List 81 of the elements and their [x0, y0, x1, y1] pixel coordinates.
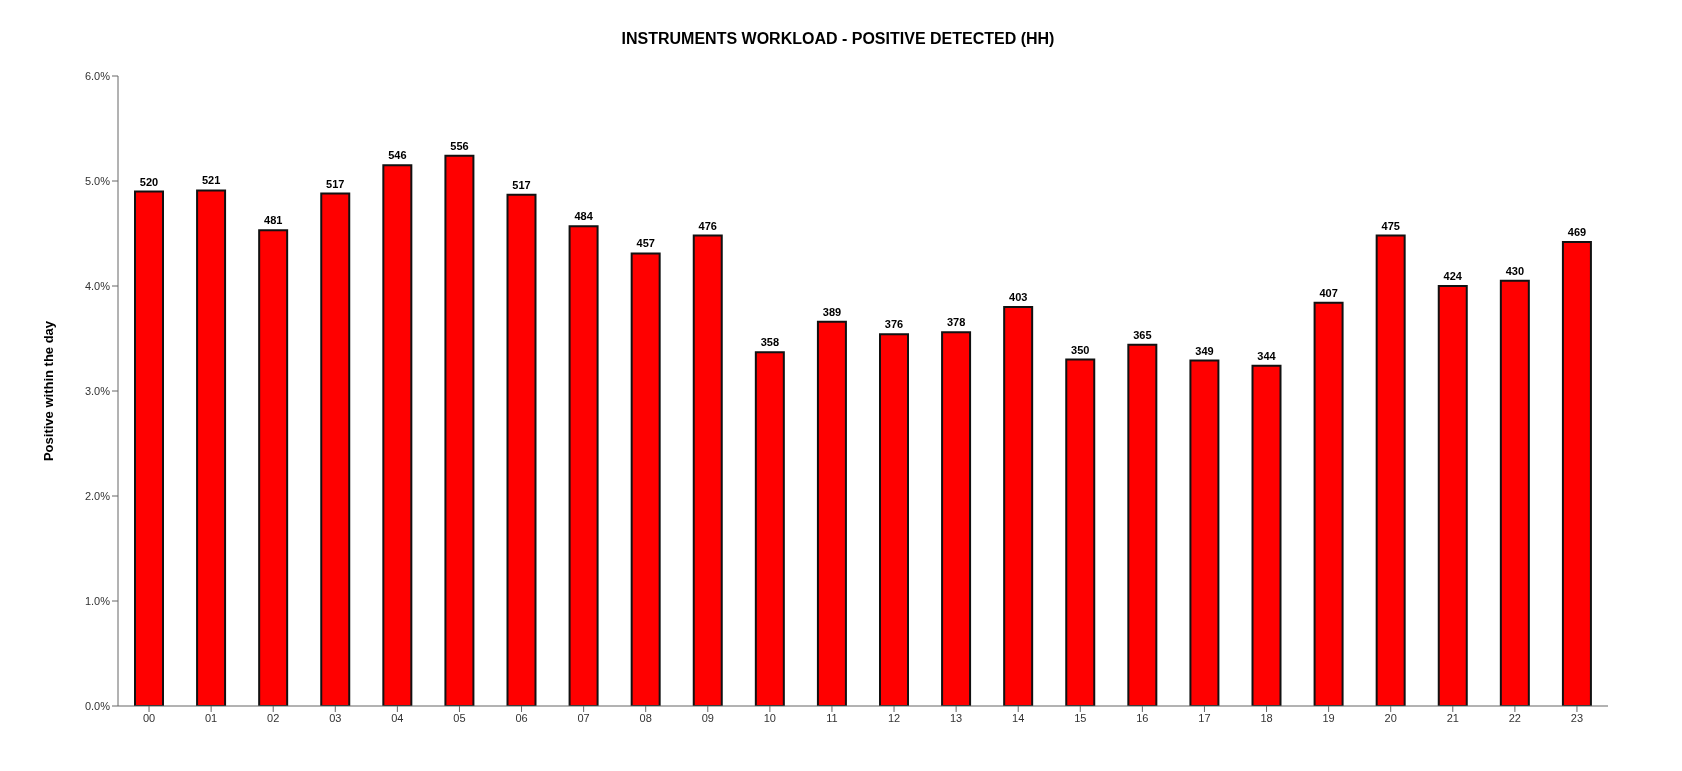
bar [196, 189, 227, 706]
bar [1437, 285, 1468, 706]
annotation: 424 [1443, 270, 1463, 282]
bar [134, 190, 164, 706]
annotation: 517 [512, 178, 531, 191]
annotation: 349 [1195, 344, 1214, 357]
annotation: 344 [1257, 349, 1277, 362]
x-tick-label: 22 [1508, 711, 1521, 724]
annotation: 476 [698, 219, 717, 232]
y-tick-label: 6.0% [84, 69, 111, 82]
bar [941, 331, 972, 706]
y-tick-label: 0.0% [84, 699, 111, 712]
x-tick-label: 18 [1260, 711, 1273, 724]
x-tick-label: 17 [1198, 711, 1211, 724]
x-tick-label: 01 [205, 711, 218, 724]
bar [320, 192, 351, 706]
x-tick-label: 06 [515, 711, 528, 724]
bar [816, 320, 847, 706]
bar [568, 225, 599, 706]
y-tick-label: 5.0% [84, 174, 111, 187]
y-tick-label: 2.0% [84, 489, 111, 502]
bar [754, 351, 785, 706]
bar [1313, 301, 1344, 706]
annotation: 350 [1071, 343, 1090, 356]
bar [1561, 240, 1592, 706]
annotation: 407 [1319, 286, 1338, 299]
annotation: 389 [822, 305, 842, 318]
annotation: 475 [1381, 219, 1400, 232]
chart-title: INSTRUMENTS WORKLOAD - POSITIVE DETECTED (HH) [620, 29, 1056, 49]
annotation: 358 [760, 336, 780, 349]
y-tick-label: 4.0% [84, 279, 111, 292]
y-tick-label: 1.0% [84, 594, 111, 607]
x-tick-label: 05 [453, 711, 466, 724]
x-tick-label: 16 [1136, 711, 1149, 724]
bar [1003, 306, 1034, 706]
annotation: 457 [636, 237, 655, 250]
x-tick-label: 20 [1384, 711, 1397, 724]
bar [258, 229, 289, 706]
x-tick-label: 00 [142, 711, 156, 724]
bar [1189, 359, 1220, 706]
bar [1251, 364, 1282, 706]
annotation: 517 [326, 177, 345, 190]
bar [1127, 343, 1158, 706]
annotation: 520 [139, 175, 159, 188]
y-axis-title: Positive within the day [40, 320, 56, 462]
x-tick-label: 10 [763, 711, 776, 724]
x-tick-label: 04 [391, 711, 404, 724]
x-tick-label: 03 [329, 711, 342, 724]
bar [630, 252, 661, 706]
x-tick-label: 15 [1074, 711, 1087, 724]
x-tick-label: 12 [887, 711, 901, 724]
annotation: 521 [201, 174, 221, 187]
bar [879, 333, 909, 706]
annotation: 378 [946, 316, 966, 329]
x-tick-label: 21 [1446, 711, 1459, 724]
annotation: 481 [264, 214, 283, 227]
bar [692, 234, 723, 706]
x-tick-label: 19 [1322, 711, 1335, 724]
annotation: 546 [388, 149, 407, 162]
y-tick-label: 3.0% [84, 384, 111, 397]
annotation: 376 [884, 318, 904, 331]
x-tick-label: 11 [826, 711, 838, 724]
x-tick-label: 23 [1570, 711, 1584, 724]
annotation: 365 [1133, 328, 1152, 341]
x-tick-label: 02 [267, 711, 280, 724]
bar [1065, 358, 1096, 706]
annotation: 484 [574, 210, 594, 223]
x-tick-label: 09 [701, 711, 714, 724]
bar [444, 154, 475, 706]
annotation: 556 [450, 139, 469, 152]
annotation: 469 [1567, 225, 1587, 238]
x-tick-label: 13 [950, 711, 963, 724]
bar [382, 164, 413, 706]
x-tick-label: 14 [1012, 711, 1025, 724]
x-tick-label: 07 [577, 711, 590, 724]
annotation: 403 [1009, 291, 1028, 303]
x-tick-label: 08 [639, 711, 652, 724]
annotation: 430 [1505, 264, 1525, 277]
bar [1499, 279, 1530, 706]
bar [506, 193, 537, 706]
bar [1375, 234, 1406, 706]
